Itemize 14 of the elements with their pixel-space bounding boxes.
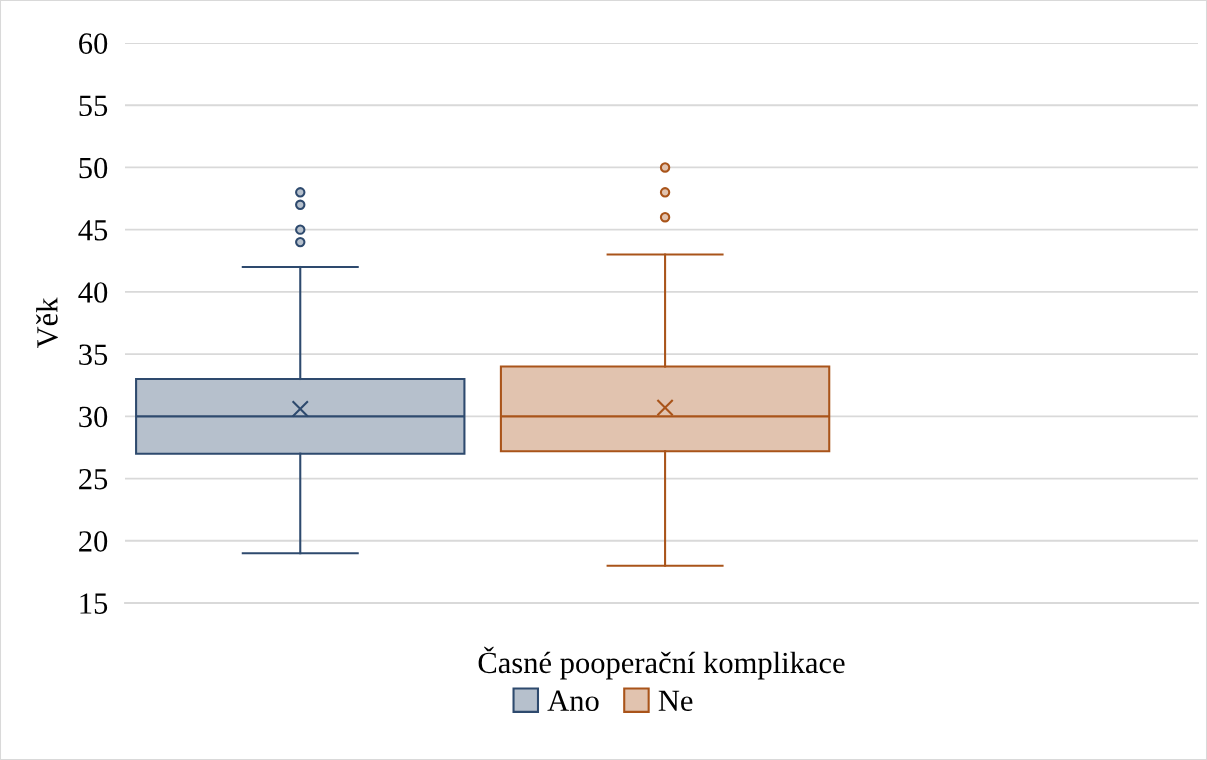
y-tick-label: 50 [79, 157, 108, 179]
y-tick-label: 30 [79, 406, 108, 428]
legend-label: Ne [658, 690, 693, 712]
y-tick-label: 25 [79, 468, 108, 490]
y-tick-label: 35 [79, 344, 108, 366]
y-tick-label: 20 [79, 531, 108, 552]
y-tick-label: 40 [78, 282, 108, 303]
y-tick-label: 60 [79, 33, 108, 54]
x-axis-title: Časné pooperační komplikace [478, 646, 845, 680]
legend-label: Ano [547, 690, 599, 712]
y-tick-label: 45 [78, 220, 108, 241]
y-tick-label: 55 [79, 95, 108, 117]
y-axis-title: Věk [36, 297, 58, 349]
y-tick-label: 15 [80, 593, 108, 614]
